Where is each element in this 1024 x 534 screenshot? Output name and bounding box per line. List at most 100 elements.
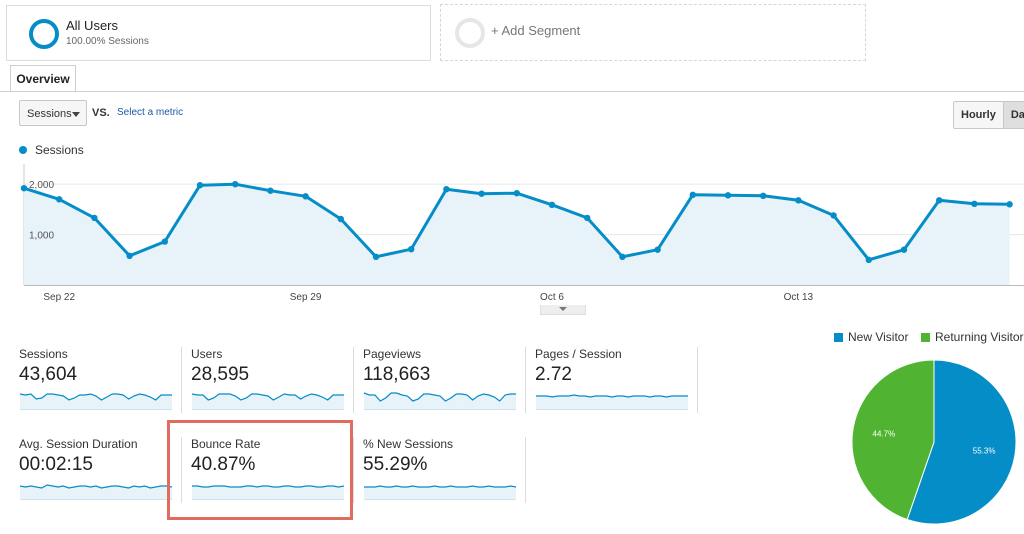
x-tick-label: Sep 22 [43,292,75,303]
data-point[interactable] [56,196,63,203]
sessions-legend-label: Sessions [35,143,84,157]
data-point[interactable] [232,181,239,188]
pie-slice[interactable] [851,359,935,521]
metric-divider [525,347,526,413]
y-tick-label: 2,000 [29,180,54,191]
data-point[interactable] [126,252,133,259]
pie-slice-label: 44.7% [873,430,896,439]
metric-divider [181,437,182,503]
tab-divider [0,91,1024,92]
metric-divider [525,437,526,503]
metric-select-value: Sessions [27,108,72,120]
metric-tile: Users 28,595 [191,347,351,419]
legend-label: New Visitor [848,330,909,344]
bounce-rate-highlight [167,420,353,520]
sparkline-area [20,485,172,499]
sparkline-line [191,393,344,401]
metric-select[interactable]: Sessions [19,100,87,126]
y-tick-label: 1,000 [29,231,54,242]
metric-sparkline [536,394,688,410]
metric-label: Sessions [19,347,68,361]
chart-collapse-toggle[interactable] [540,305,586,315]
sparkline-area [192,394,344,409]
metric-value: 00:02:15 [19,454,93,475]
data-point[interactable] [161,238,168,245]
metric-divider [697,347,698,413]
data-point[interactable] [936,197,943,204]
segment-subtitle: 100.00% Sessions [66,36,149,47]
metric-tile: Avg. Session Duration 00:02:15 [19,437,179,509]
add-segment-button[interactable]: + Add Segment [440,4,866,61]
metric-label: % New Sessions [363,437,454,451]
day-button[interactable]: Day [1002,102,1024,128]
metric-tile: % New Sessions 55.29% [363,437,523,509]
segment-ring-icon [29,19,59,49]
data-point[interactable] [654,246,661,253]
data-point[interactable] [795,197,802,204]
metric-tile: Pageviews 118,663 [363,347,523,419]
sessions-line-chart: 2,000 1,000 Sep 22 Sep 29 Oct 6 Oct 13 [20,164,1024,303]
sparkline-area [20,394,172,409]
metric-label: Avg. Session Duration [19,437,138,451]
pie-legend-new-visitor: New Visitor [834,330,908,344]
x-tick-label: Oct 13 [784,292,814,303]
metric-tile: Bounce Rate 40.87% [191,437,351,509]
legend-label: Returning Visitor [935,330,1024,344]
data-point[interactable] [267,187,274,194]
data-point[interactable] [830,212,837,219]
sparkline-line [19,484,173,489]
select-metric-link[interactable]: Select a metric [117,107,184,118]
sessions-legend-dot [19,146,27,154]
sessions-area [24,184,1010,285]
data-point[interactable] [900,246,908,253]
x-tick-label: Oct 6 [540,292,564,303]
data-point[interactable] [372,253,380,260]
data-point[interactable] [760,192,767,199]
pie-legend-returning-visitor: Returning Visitor [921,330,1024,344]
sparkline-line [363,392,516,402]
metric-sparkline [363,392,516,410]
data-point[interactable] [865,256,872,263]
data-point[interactable] [196,182,204,189]
metric-label: Bounce Rate [191,437,261,451]
metric-sparkline [364,485,517,500]
metric-value: 2.72 [535,364,572,385]
data-point[interactable] [584,214,591,222]
data-point[interactable] [478,190,485,197]
metric-tile: Pages / Session 2.72 [535,347,695,419]
tab-overview[interactable]: Overview [10,65,76,92]
metric-sparkline [191,393,344,410]
metric-sparkline [19,393,172,410]
data-point[interactable] [302,193,309,200]
data-point[interactable] [513,190,520,197]
sparkline-line [192,485,345,488]
legend-swatch [834,333,843,342]
data-point[interactable] [548,201,556,208]
metric-value: 28,595 [191,364,250,385]
sparkline-line [364,485,517,488]
data-point[interactable] [20,185,28,192]
data-point[interactable] [443,186,450,193]
data-point[interactable] [408,246,415,253]
hourly-button[interactable]: Hourly [954,102,1003,128]
data-point[interactable] [337,215,344,223]
empty-ring-icon [455,18,485,48]
data-point[interactable] [619,253,626,260]
metric-sparkline [192,485,345,500]
visitor-type-pie-chart: 55.3% 44.7% [851,359,1017,525]
segment-all-users[interactable]: All Users 100.00% Sessions [6,5,431,61]
sparkline-line [536,394,688,398]
vs-label: VS. [92,107,110,119]
x-tick-label: Sep 29 [290,292,322,303]
metric-divider [353,437,354,503]
metric-label: Pages / Session [535,347,622,361]
chevron-down-icon [72,112,80,117]
data-point[interactable] [1006,201,1013,208]
data-point[interactable] [971,200,978,207]
add-segment-label: + Add Segment [491,23,581,38]
chevron-down-icon [559,307,567,311]
data-point[interactable] [724,192,732,199]
data-point[interactable] [91,214,98,222]
sparkline-area [364,393,516,409]
data-point[interactable] [689,191,696,198]
